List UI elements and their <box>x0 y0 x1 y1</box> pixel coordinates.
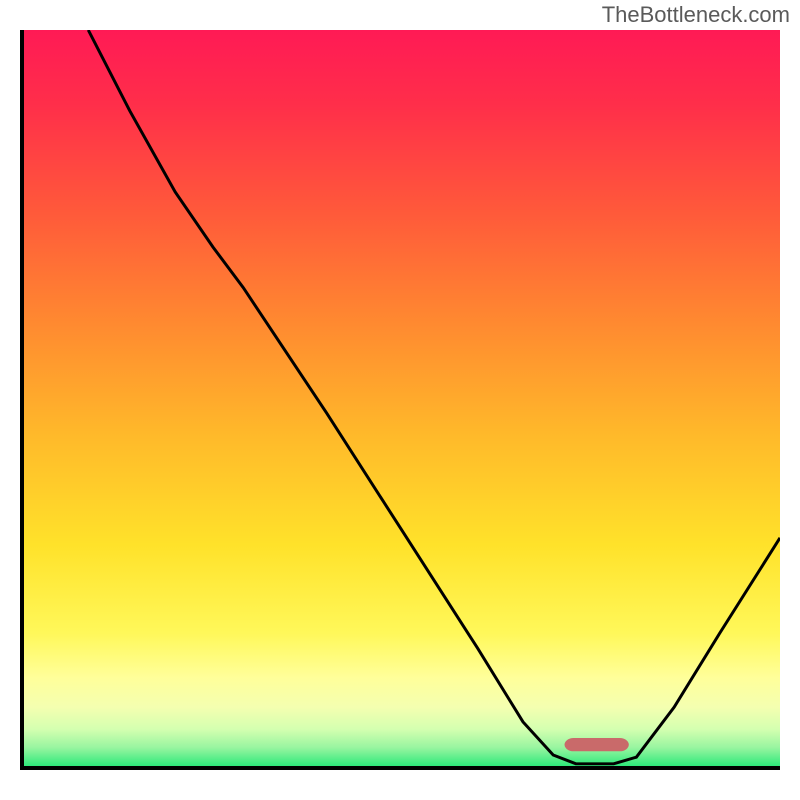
optimal-marker <box>565 738 629 751</box>
watermark-text: TheBottleneck.com <box>602 2 790 28</box>
bottleneck-curve <box>88 30 780 764</box>
curve-layer <box>24 30 780 766</box>
plot-area <box>20 30 780 770</box>
